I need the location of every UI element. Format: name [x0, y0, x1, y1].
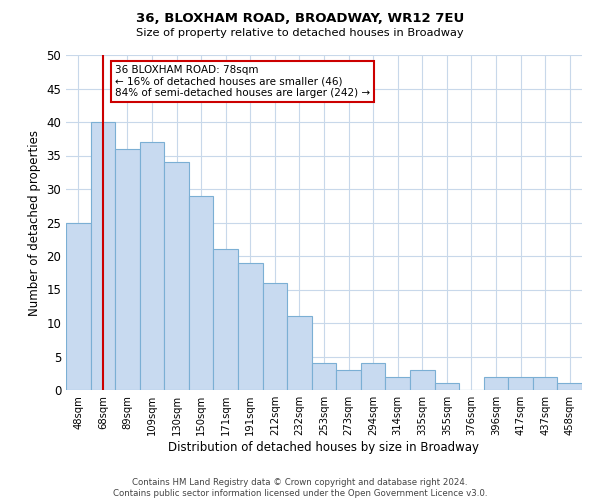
Bar	[238, 262, 263, 390]
Bar	[115, 149, 140, 390]
Text: 36, BLOXHAM ROAD, BROADWAY, WR12 7EU: 36, BLOXHAM ROAD, BROADWAY, WR12 7EU	[136, 12, 464, 26]
Bar	[361, 363, 385, 390]
Bar	[484, 376, 508, 390]
Bar	[312, 363, 336, 390]
Bar	[287, 316, 312, 390]
Bar	[508, 376, 533, 390]
Bar	[533, 376, 557, 390]
Bar	[434, 384, 459, 390]
Bar	[385, 376, 410, 390]
Text: Size of property relative to detached houses in Broadway: Size of property relative to detached ho…	[136, 28, 464, 38]
Bar	[164, 162, 189, 390]
Bar	[263, 283, 287, 390]
Bar	[140, 142, 164, 390]
Bar	[336, 370, 361, 390]
Text: Contains HM Land Registry data © Crown copyright and database right 2024.
Contai: Contains HM Land Registry data © Crown c…	[113, 478, 487, 498]
Bar	[557, 384, 582, 390]
Y-axis label: Number of detached properties: Number of detached properties	[28, 130, 41, 316]
Text: 36 BLOXHAM ROAD: 78sqm
← 16% of detached houses are smaller (46)
84% of semi-det: 36 BLOXHAM ROAD: 78sqm ← 16% of detached…	[115, 65, 370, 98]
Bar	[214, 250, 238, 390]
Bar	[66, 222, 91, 390]
Bar	[91, 122, 115, 390]
Bar	[189, 196, 214, 390]
Bar	[410, 370, 434, 390]
X-axis label: Distribution of detached houses by size in Broadway: Distribution of detached houses by size …	[169, 441, 479, 454]
